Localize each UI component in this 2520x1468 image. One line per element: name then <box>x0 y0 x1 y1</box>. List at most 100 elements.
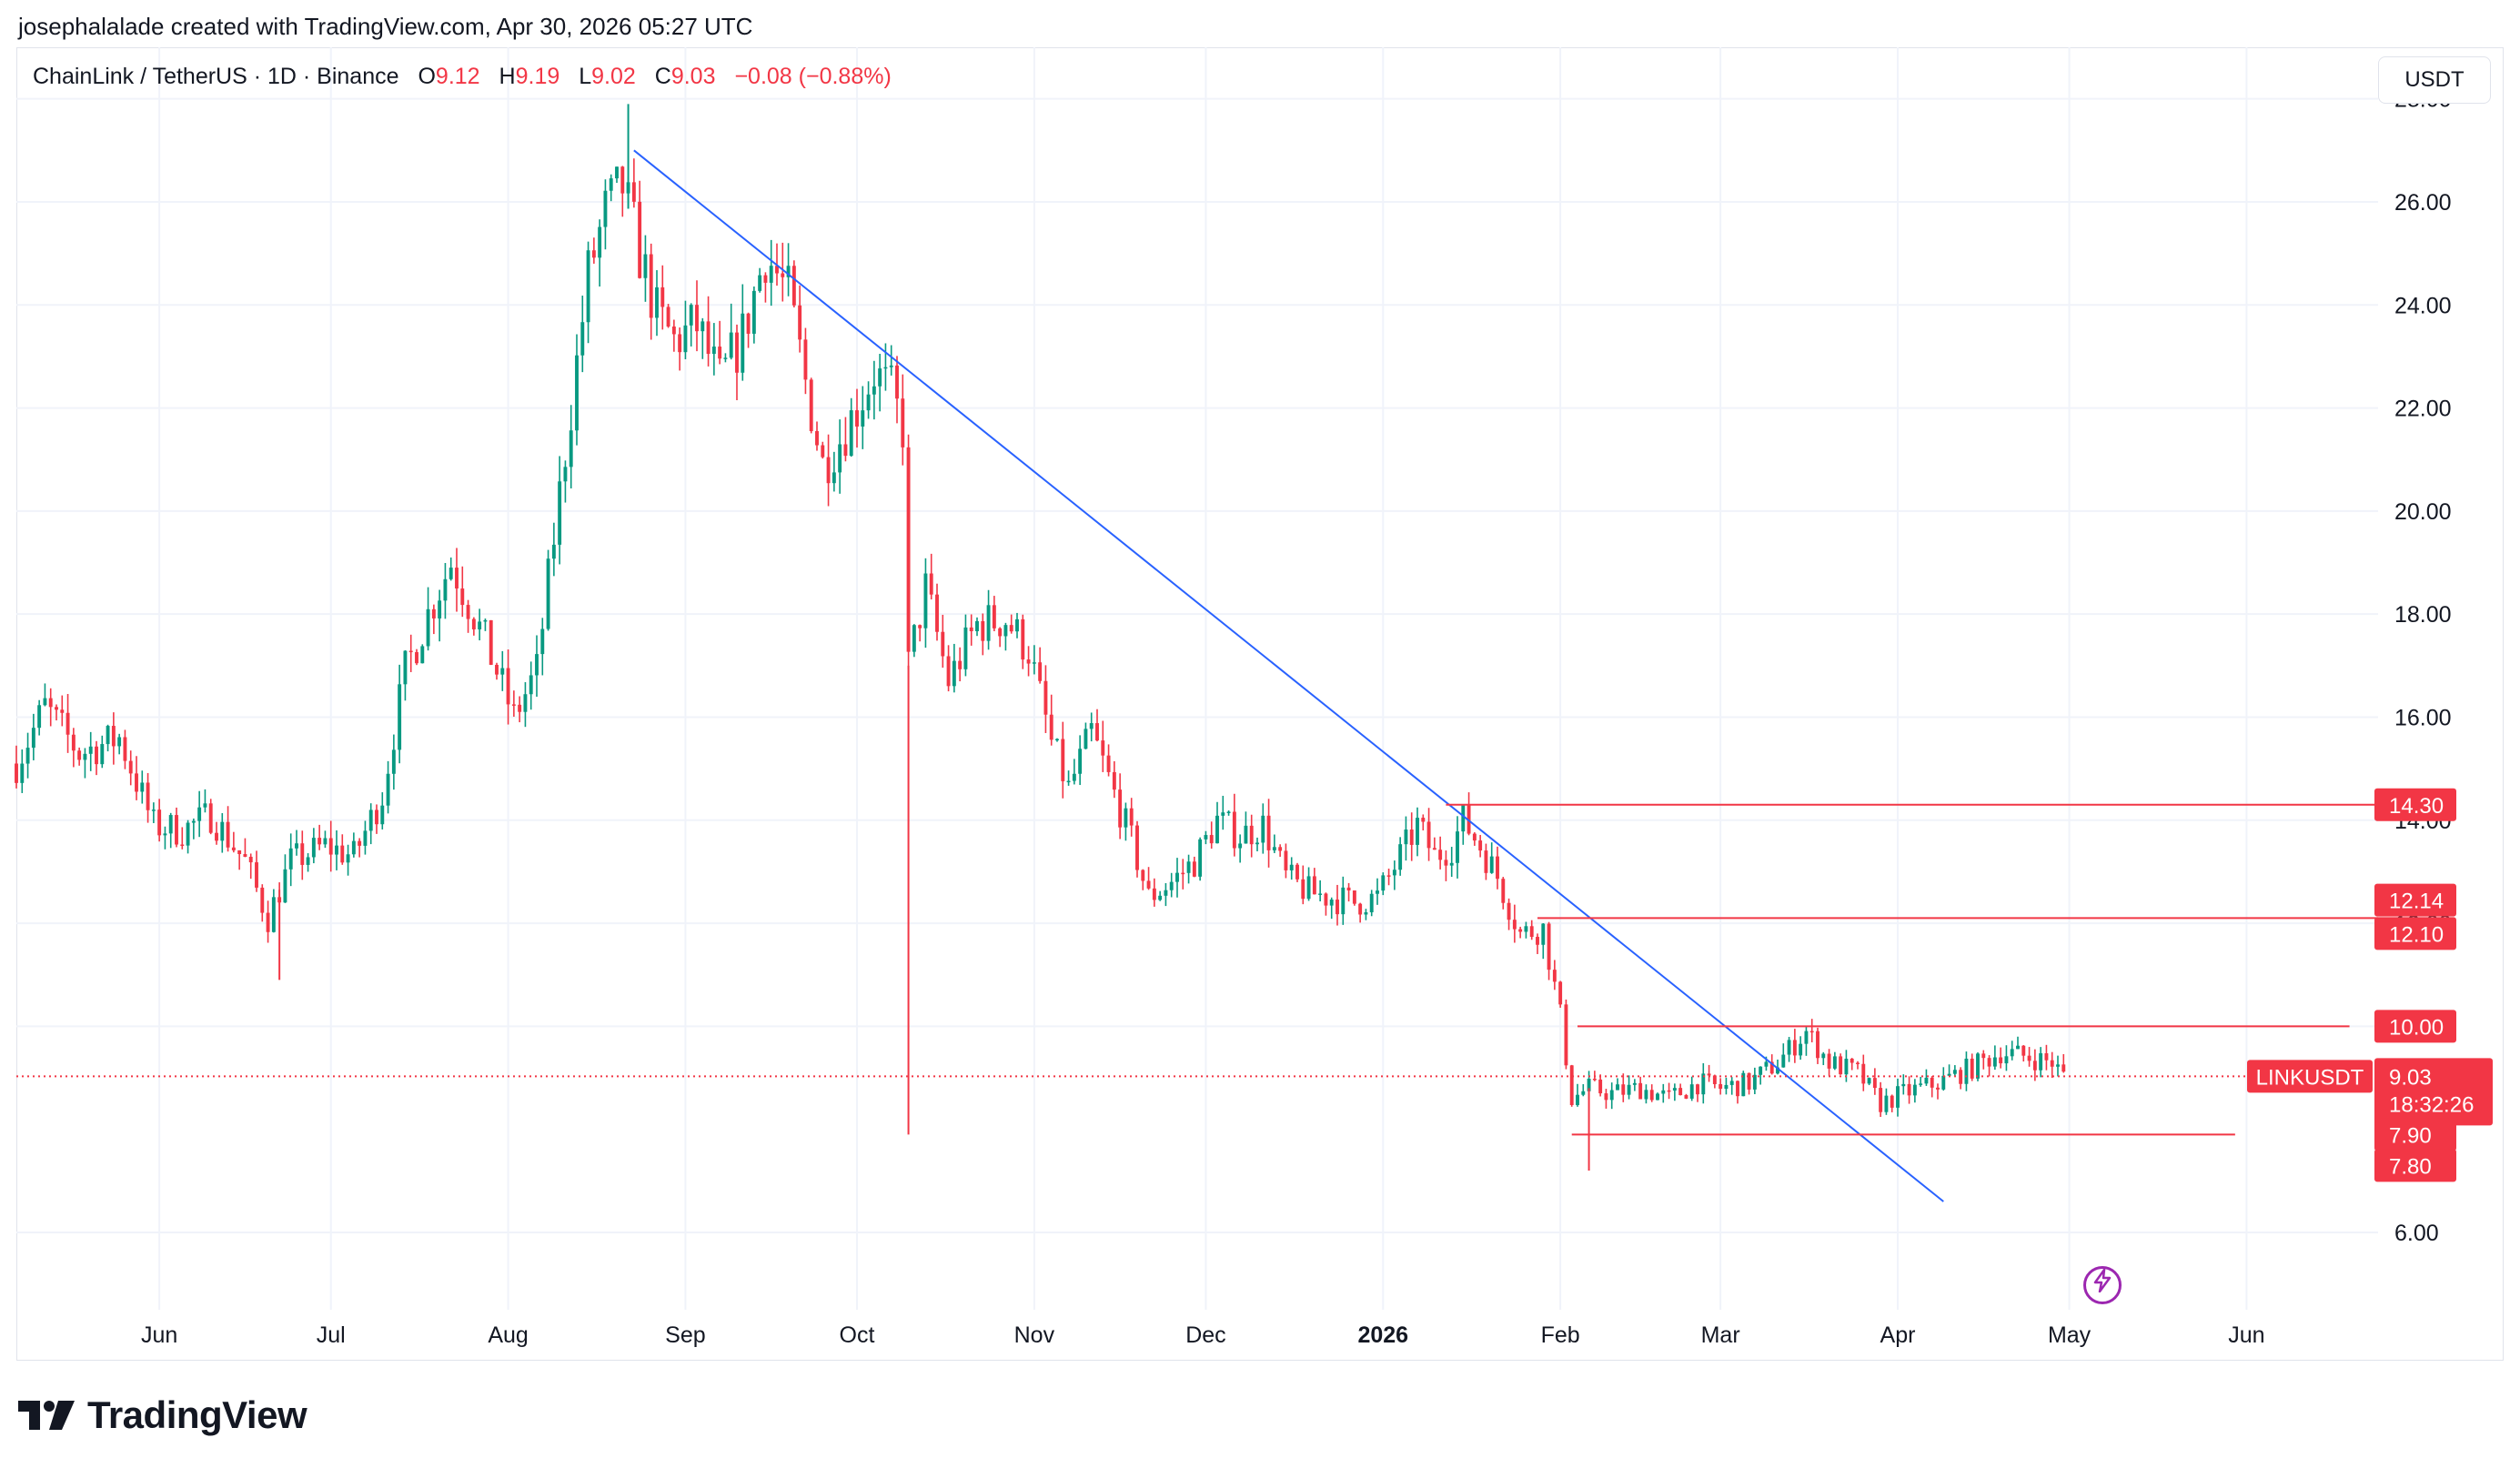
candle-body <box>1724 1084 1729 1090</box>
symbol-title[interactable]: ChainLink / TetherUS · 1D · Binance <box>33 64 399 89</box>
countdown-label: 18:32:26 <box>2389 1092 2474 1117</box>
candle-body <box>471 618 476 629</box>
candle-body <box>1632 1082 1637 1085</box>
candle-body <box>1850 1059 1854 1063</box>
candle-body <box>1879 1088 1883 1112</box>
candle-body <box>431 608 436 618</box>
candle-body <box>1352 890 1356 904</box>
candle-body <box>1289 864 1294 870</box>
candle-body <box>1999 1057 2003 1064</box>
price-label: 7.80 <box>2389 1154 2432 1179</box>
candle-body <box>1238 843 1243 849</box>
candle-body <box>368 809 373 831</box>
candle-body <box>1398 844 1403 870</box>
candle-body <box>946 656 951 687</box>
candle-body <box>1541 923 1546 945</box>
candle-body <box>1066 780 1071 783</box>
candle-body <box>226 821 230 848</box>
y-tick-label: 18.00 <box>2394 602 2452 628</box>
candle-body <box>889 365 893 367</box>
candle-body <box>809 379 813 431</box>
candle-body <box>558 481 562 545</box>
x-tick-label: Dec <box>1185 1322 1225 1348</box>
candle-body <box>1346 887 1351 891</box>
candle-body <box>1872 1078 1877 1089</box>
currency-button[interactable]: USDT <box>2378 56 2491 104</box>
candle-body <box>758 275 762 291</box>
candle-body <box>151 809 156 811</box>
candle-body <box>963 627 968 669</box>
candle-body <box>1386 875 1391 877</box>
candle-body <box>1261 815 1265 843</box>
candle-body <box>1912 1084 1917 1096</box>
candle-body <box>1364 912 1368 915</box>
candle-body <box>489 619 493 665</box>
candle-body <box>1558 981 1563 1005</box>
change-value: −0.08 (−0.88%) <box>734 64 892 89</box>
y-tick-label: 6.00 <box>2394 1221 2439 1246</box>
candle-body <box>1341 887 1346 915</box>
candle-body <box>1649 1090 1654 1101</box>
current-price-label-bg <box>2374 1058 2493 1126</box>
candle-body <box>380 805 385 825</box>
x-tick-label: Oct <box>840 1322 875 1348</box>
candle-body <box>123 737 127 761</box>
candle-body <box>460 588 465 606</box>
candle-body <box>741 313 745 373</box>
lightning-icon[interactable] <box>2083 1266 2122 1304</box>
candle-body <box>546 558 550 629</box>
tradingview-logo[interactable]: TradingView <box>18 1393 307 1437</box>
candle-body <box>923 573 928 628</box>
candle-body <box>2021 1045 2026 1056</box>
candle-body <box>1095 723 1099 741</box>
candle-body <box>403 650 408 685</box>
candle-body <box>678 334 682 353</box>
candle-body <box>821 445 825 457</box>
candle-body <box>2039 1053 2043 1071</box>
candle-body <box>1232 811 1236 849</box>
candle-body <box>1672 1088 1677 1091</box>
candle-body <box>375 809 378 825</box>
candle-body <box>495 664 499 675</box>
candle-body <box>1186 861 1191 873</box>
candle-body <box>37 705 42 729</box>
candle-body <box>723 357 728 359</box>
candle-body <box>1799 1043 1803 1056</box>
candle-body <box>1896 1086 1900 1108</box>
candle-body <box>1175 872 1179 882</box>
candle-body <box>1141 870 1145 881</box>
candle-body <box>1616 1084 1619 1091</box>
candles <box>15 104 2066 1171</box>
candle-body <box>1981 1053 1986 1059</box>
candle-body <box>408 650 413 653</box>
candle-body <box>1930 1077 1934 1088</box>
candle-body <box>1609 1090 1614 1101</box>
candle-body <box>391 749 396 774</box>
candle-body <box>803 339 808 380</box>
candle-body <box>1421 818 1426 822</box>
candle-body <box>1576 1094 1579 1105</box>
candle-body <box>620 166 625 194</box>
candle-body <box>2061 1064 2066 1072</box>
candle-body <box>1043 680 1048 715</box>
candle-body <box>1192 861 1196 877</box>
y-tick-label: 20.00 <box>2394 499 2452 525</box>
candle-body <box>1244 825 1248 844</box>
drawings <box>16 149 2407 1202</box>
candle-body <box>363 830 368 846</box>
candle-body <box>203 803 207 808</box>
candle-body <box>1507 902 1511 920</box>
candle-body <box>901 398 905 447</box>
y-tick-label: 26.00 <box>2394 190 2452 216</box>
candle-body <box>1255 842 1259 845</box>
candle-body <box>1461 805 1466 832</box>
candle-body <box>929 573 933 595</box>
candle-body <box>912 625 916 652</box>
candle-body <box>1919 1083 1923 1085</box>
candle-body <box>323 838 328 845</box>
candle-body <box>832 472 836 484</box>
candle-body <box>735 332 739 373</box>
candle-body <box>2056 1064 2060 1067</box>
candle-body <box>866 394 871 411</box>
